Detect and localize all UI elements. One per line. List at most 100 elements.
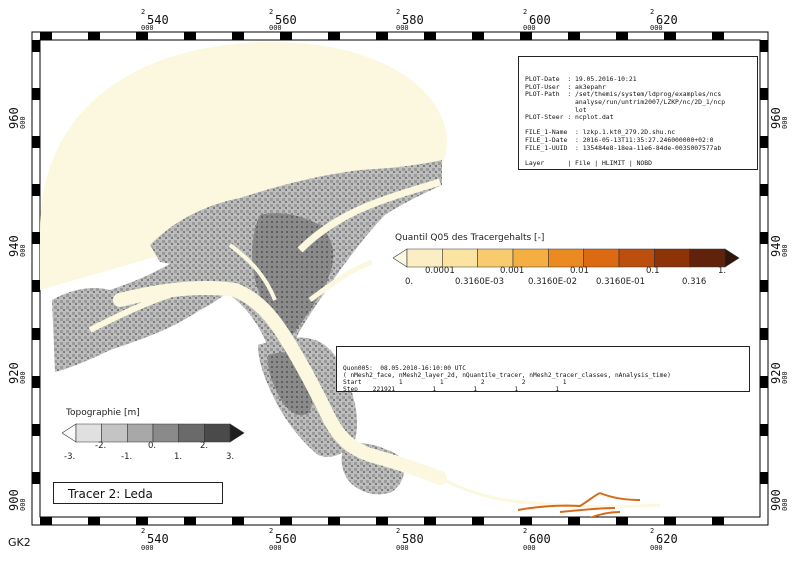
y-tick-suffix: 000	[781, 116, 789, 129]
topo-label: -2.	[95, 441, 107, 451]
frame-dash	[376, 32, 388, 40]
frame-dash	[32, 232, 40, 244]
colorbar-box	[689, 248, 726, 268]
tracer-lower-label: 0.316	[682, 277, 707, 287]
step-info-line: Start 1 1 2 2 1	[343, 379, 567, 386]
colorbar-box	[583, 248, 620, 268]
frame-dash	[32, 424, 40, 436]
tracer-legend-title: Quantil Q05 des Tracergehalts [-]	[395, 233, 545, 243]
x-tick-bottom-label: 560	[275, 532, 297, 546]
frame-dash	[616, 32, 628, 40]
frame-dash	[40, 517, 52, 525]
frame-dash	[616, 517, 628, 525]
tracer-upper-label: 1.	[718, 266, 727, 276]
topo-label: 3.	[226, 452, 235, 462]
x-tick-top-suffix: 000	[523, 24, 536, 32]
frame-dash	[520, 32, 532, 40]
colorbar-box	[654, 248, 690, 268]
main-channel	[113, 281, 447, 485]
x-tick-top-label: 580	[402, 13, 424, 27]
frame-dash	[760, 184, 768, 196]
frame-dash	[280, 517, 292, 525]
frame-dash	[328, 32, 340, 40]
topo-arrow-high	[229, 423, 245, 443]
frame-dash	[760, 424, 768, 436]
step-info-box: Quon005: 08.05.2010-16:10:00 UTC( nMesh2…	[336, 346, 750, 392]
x-tick-bottom-prefix: 2	[650, 527, 655, 535]
frame-dash	[32, 136, 40, 148]
map-content	[40, 41, 661, 517]
x-tick-top-prefix: 2	[141, 8, 146, 16]
plot-info-line: Layer | File | HLIMIT | NOBD	[525, 158, 652, 167]
x-tick-bottom-suffix: 000	[523, 544, 536, 552]
tracer-river	[517, 492, 641, 517]
tracer-upper-label: 0.1	[646, 266, 660, 276]
frame-dash	[280, 32, 292, 40]
frame-dash	[424, 517, 436, 525]
topo-label: 1.	[174, 452, 183, 462]
frame-dash	[760, 280, 768, 292]
y-tick-suffix: 000	[781, 498, 789, 511]
x-tick-bottom-suffix: 000	[396, 544, 409, 552]
x-tick-bottom-label: 540	[147, 532, 169, 546]
x-tick-bottom-label: 580	[402, 532, 424, 546]
frame-dash	[32, 472, 40, 484]
topo-box	[178, 423, 205, 443]
side-channel-north	[297, 178, 442, 253]
x-tick-top-prefix: 2	[396, 8, 401, 16]
step-info-line: Step 221921 1 1 1 1	[343, 386, 560, 392]
x-tick-top-suffix: 000	[141, 24, 154, 32]
frame-dash	[32, 40, 40, 52]
frame-dash	[32, 328, 40, 340]
plot-info-line: PLOT-User : ak3epahr	[525, 82, 606, 91]
x-tick-bottom-prefix: 2	[396, 527, 401, 535]
x-tick-top-prefix: 2	[523, 8, 528, 16]
x-tick-bottom-prefix: 2	[523, 527, 528, 535]
sea-water	[40, 41, 447, 290]
x-tick-bottom-suffix: 000	[650, 544, 663, 552]
topo-label: -1.	[121, 452, 133, 462]
plot-info-line: PLOT-Date : 19.05.2016-10:21	[525, 75, 637, 84]
frame-dash	[136, 517, 148, 525]
frame-dash	[328, 517, 340, 525]
plot-info-box: PLOT-Date : 19.05.2016-10:21 PLOT-User : …	[518, 56, 758, 170]
x-tick-bottom-label: 620	[656, 532, 678, 546]
topo-box	[127, 423, 154, 443]
tracer-lower-label: 0.3160E-01	[596, 277, 645, 287]
frame-dash	[760, 472, 768, 484]
colorbar-box	[442, 248, 478, 268]
topo-legend-title: Topographie [m]	[66, 408, 140, 418]
plot-info-line: FILE_1-Date : 2016-05-13T11:35:27.246000…	[525, 135, 714, 144]
topo-arrow-low	[62, 423, 77, 443]
frame-dash	[88, 32, 100, 40]
frame-dash	[32, 280, 40, 292]
topo-colorbar	[62, 423, 245, 443]
frame-dash	[472, 517, 484, 525]
y-tick-suffix: 000	[19, 116, 27, 129]
topo-label: 0.	[148, 441, 157, 451]
plot-info-line: FILE_1-UUID : 135484e8-18ea-11e6-84de-00…	[525, 143, 722, 152]
frame-dash	[472, 32, 484, 40]
x-tick-bottom-label: 600	[529, 532, 551, 546]
frame-dash	[184, 32, 196, 40]
frame-dash	[760, 40, 768, 52]
topo-box	[75, 423, 102, 443]
x-tick-bottom-suffix: 000	[269, 544, 282, 552]
frame-dash	[88, 517, 100, 525]
side-channel-west	[88, 287, 186, 333]
frame-dash	[424, 32, 436, 40]
x-tick-top-prefix: 2	[650, 8, 655, 16]
frame-dash	[184, 517, 196, 525]
x-tick-top-label: 600	[529, 13, 551, 27]
frame-dash	[760, 328, 768, 340]
plot-info-line: lot	[525, 105, 587, 114]
y-tick-suffix: 000	[19, 498, 27, 511]
frame-dash	[664, 32, 676, 40]
frame-dash	[32, 88, 40, 100]
tracer-upper-label: 0.001	[500, 266, 525, 276]
plot-info-line: FILE_1-Name : lzkp.1.kt0_279.2D.shu.nc	[525, 128, 676, 137]
frame-dash	[568, 517, 580, 525]
x-tick-top-suffix: 000	[269, 24, 282, 32]
tracer-upper-label: 0.01	[570, 266, 589, 276]
plot-info-line: PLOT-Path : /set/themis/system/ldprog/ex…	[525, 90, 722, 99]
